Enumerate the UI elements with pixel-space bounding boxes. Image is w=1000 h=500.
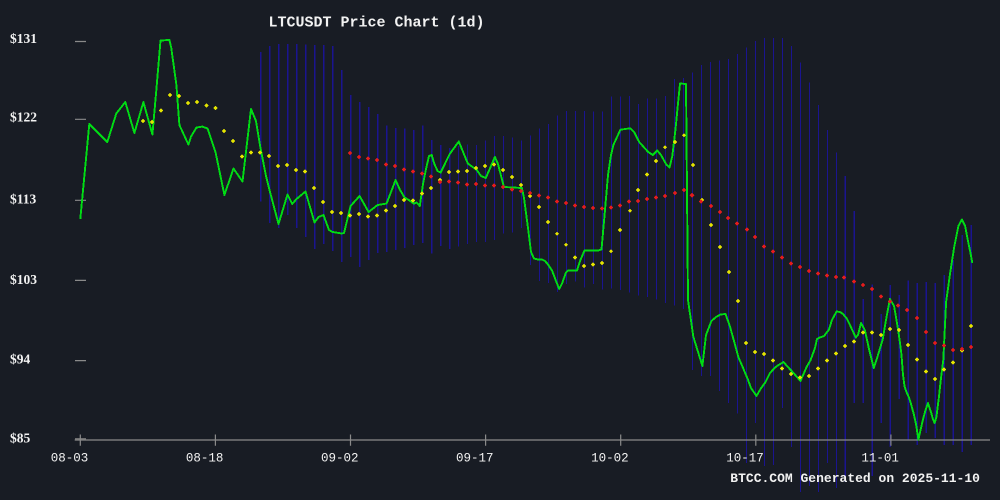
svg-text:$94: $94 xyxy=(10,352,31,367)
svg-text:11-01: 11-01 xyxy=(861,452,899,466)
svg-text:$131: $131 xyxy=(10,31,37,46)
svg-text:08-18: 08-18 xyxy=(186,452,224,466)
svg-text:10-02: 10-02 xyxy=(591,452,629,466)
svg-text:$113: $113 xyxy=(10,191,37,206)
svg-text:$103: $103 xyxy=(10,272,37,287)
svg-text:08-03: 08-03 xyxy=(51,452,89,466)
svg-text:$85: $85 xyxy=(10,430,31,445)
svg-text:09-17: 09-17 xyxy=(456,452,494,466)
svg-text:10-17: 10-17 xyxy=(726,452,764,466)
svg-text:LTCUSDT Price Chart (1d): LTCUSDT Price Chart (1d) xyxy=(268,15,484,32)
svg-text:$122: $122 xyxy=(10,110,37,125)
svg-text:09-02: 09-02 xyxy=(321,452,359,466)
svg-text:BTCC.COM Generated on 2025-11-: BTCC.COM Generated on 2025-11-10 xyxy=(730,471,980,486)
